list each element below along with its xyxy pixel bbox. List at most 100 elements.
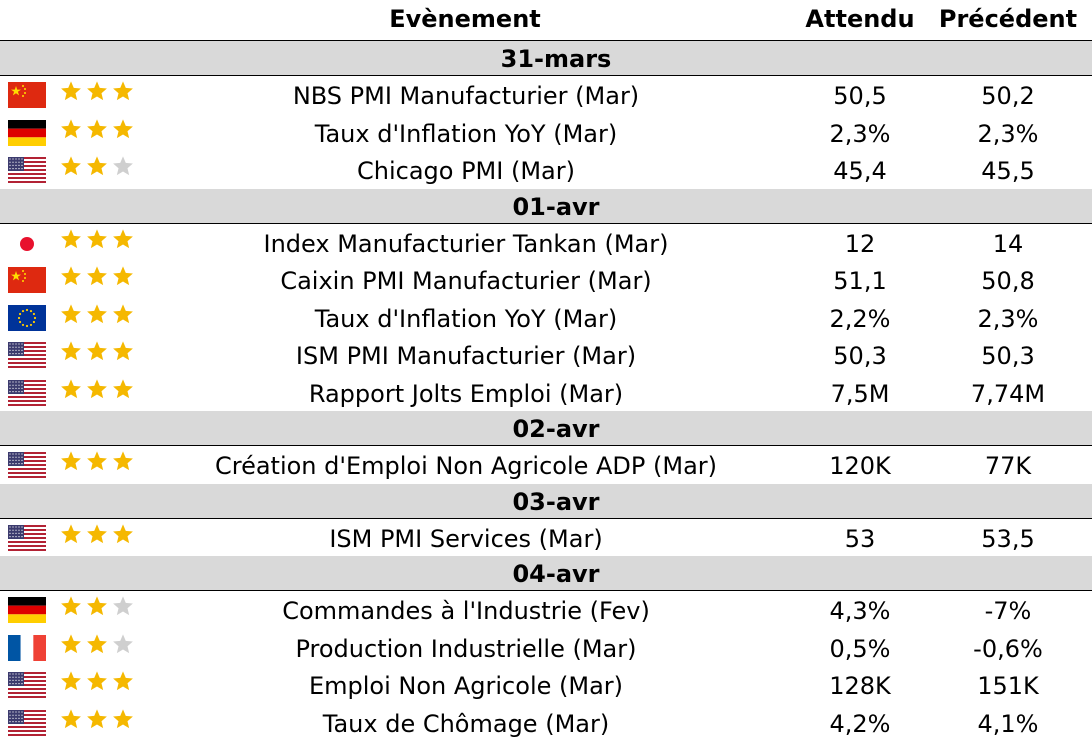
expected-value: 0,5% bbox=[829, 634, 891, 663]
star-filled-icon bbox=[86, 670, 108, 696]
table-row: ISM PMI Services (Mar) 53 53,5 bbox=[0, 519, 1092, 557]
expected-value: 50,3 bbox=[833, 342, 887, 370]
importance-stars bbox=[60, 118, 134, 144]
importance-stars bbox=[60, 265, 134, 291]
date-label: 03-avr bbox=[512, 487, 600, 516]
previous-value: 151K bbox=[977, 672, 1039, 700]
star-filled-icon bbox=[60, 303, 82, 329]
usa-flag-icon bbox=[8, 524, 46, 551]
usa-flag-icon bbox=[8, 709, 46, 736]
table-row: Taux d'Inflation YoY (Mar) 2,3% 2,3% bbox=[0, 114, 1092, 152]
star-filled-icon bbox=[86, 340, 108, 366]
table-row: Index Manufacturier Tankan (Mar) 12 14 bbox=[0, 224, 1092, 262]
star-filled-icon bbox=[60, 708, 82, 734]
expected-value: 12 bbox=[844, 229, 876, 258]
event-name: Emploi Non Agricole (Mar) bbox=[308, 672, 624, 700]
star-filled-icon bbox=[112, 378, 134, 404]
usa-flag-icon bbox=[8, 379, 46, 406]
date-label: 01-avr bbox=[512, 192, 600, 221]
previous-value: 4,1% bbox=[977, 709, 1039, 738]
date-row: 03-avr bbox=[0, 483, 1092, 519]
expected-value: 7,5M bbox=[830, 379, 890, 408]
star-filled-icon bbox=[112, 523, 134, 549]
star-filled-icon bbox=[112, 670, 134, 696]
star-filled-icon bbox=[86, 523, 108, 549]
star-filled-icon bbox=[60, 450, 82, 476]
star-filled-icon bbox=[112, 265, 134, 291]
table-body: 31-mars NBS PMI Manufacturier (Mar) 50,5… bbox=[0, 41, 1092, 741]
importance-stars bbox=[60, 633, 134, 659]
star-filled-icon bbox=[112, 303, 134, 329]
star-filled-icon bbox=[60, 595, 82, 621]
table-row: Production Industrielle (Mar) 0,5% -0,6% bbox=[0, 629, 1092, 667]
expected-value: 51,1 bbox=[833, 267, 887, 295]
star-filled-icon bbox=[86, 595, 108, 621]
table-row: ISM PMI Manufacturier (Mar) 50,3 50,3 bbox=[0, 336, 1092, 374]
table-row: Taux de Chômage (Mar) 4,2% 4,1% bbox=[0, 704, 1092, 742]
expected-value: 120K bbox=[829, 452, 891, 480]
table-row: Rapport Jolts Emploi (Mar) 7,5M 7,74M bbox=[0, 374, 1092, 412]
header-expected: Attendu bbox=[805, 5, 915, 33]
event-name: Création d'Emploi Non Agricole ADP (Mar) bbox=[214, 452, 718, 480]
table-row: Chicago PMI (Mar) 45,4 45,5 bbox=[0, 151, 1092, 189]
eu-flag-icon bbox=[8, 304, 46, 331]
star-filled-icon bbox=[60, 340, 82, 366]
star-filled-icon bbox=[86, 450, 108, 476]
star-filled-icon bbox=[86, 633, 108, 659]
star-filled-icon bbox=[112, 228, 134, 254]
importance-stars bbox=[60, 670, 134, 696]
star-filled-icon bbox=[60, 80, 82, 106]
date-label: 04-avr bbox=[512, 560, 600, 588]
event-name: Caixin PMI Manufacturier (Mar) bbox=[280, 267, 652, 295]
importance-stars bbox=[60, 450, 134, 476]
table-row: NBS PMI Manufacturier (Mar) 50,5 50,2 bbox=[0, 76, 1092, 114]
usa-flag-icon bbox=[8, 672, 46, 698]
china-flag-icon bbox=[8, 82, 46, 108]
germany-flag-icon bbox=[8, 597, 46, 623]
expected-value: 4,2% bbox=[829, 709, 891, 738]
previous-value: 2,3% bbox=[977, 119, 1039, 148]
star-filled-icon bbox=[60, 378, 82, 404]
previous-value: 77K bbox=[984, 452, 1032, 480]
date-row: 31-mars bbox=[0, 41, 1092, 76]
star-filled-icon bbox=[112, 450, 134, 476]
star-filled-icon bbox=[86, 228, 108, 254]
importance-stars bbox=[60, 340, 134, 366]
event-name: Chicago PMI (Mar) bbox=[357, 157, 575, 185]
table-row: Emploi Non Agricole (Mar) 128K 151K bbox=[0, 666, 1092, 704]
star-empty-icon bbox=[112, 155, 134, 181]
star-filled-icon bbox=[86, 265, 108, 291]
expected-value: 4,3% bbox=[829, 597, 891, 625]
expected-value: 2,3% bbox=[829, 119, 891, 148]
star-filled-icon bbox=[60, 523, 82, 549]
event-name: Taux d'Inflation YoY (Mar) bbox=[314, 304, 618, 333]
table-row: Caixin PMI Manufacturier (Mar) 51,1 50,8 bbox=[0, 261, 1092, 299]
star-filled-icon bbox=[86, 80, 108, 106]
star-empty-icon bbox=[112, 633, 134, 659]
star-filled-icon bbox=[60, 228, 82, 254]
event-name: Taux d'Inflation YoY (Mar) bbox=[314, 119, 618, 148]
importance-stars bbox=[60, 523, 134, 549]
importance-stars bbox=[60, 228, 134, 254]
star-filled-icon bbox=[60, 670, 82, 696]
table-row: Taux d'Inflation YoY (Mar) 2,2% 2,3% bbox=[0, 299, 1092, 337]
header-previous: Précédent bbox=[938, 5, 1078, 33]
previous-value: 2,3% bbox=[977, 304, 1039, 333]
expected-value: 2,2% bbox=[829, 304, 891, 333]
previous-value: 50,3 bbox=[981, 342, 1035, 370]
importance-stars bbox=[60, 595, 134, 621]
france-flag-icon bbox=[8, 634, 46, 661]
date-row: 01-avr bbox=[0, 188, 1092, 224]
date-row: 04-avr bbox=[0, 556, 1092, 591]
header-event: Evènement bbox=[389, 5, 541, 33]
previous-value: 53,5 bbox=[981, 524, 1035, 553]
table-row: Commandes à l'Industrie (Fev) 4,3% -7% bbox=[0, 591, 1092, 629]
usa-flag-icon bbox=[8, 157, 46, 183]
event-name: ISM PMI Manufacturier (Mar) bbox=[295, 342, 637, 370]
event-name: NBS PMI Manufacturier (Mar) bbox=[292, 82, 640, 110]
star-filled-icon bbox=[86, 378, 108, 404]
star-filled-icon bbox=[86, 155, 108, 181]
star-empty-icon bbox=[112, 595, 134, 621]
date-row: 02-avr bbox=[0, 411, 1092, 446]
previous-value: 14 bbox=[992, 229, 1024, 258]
